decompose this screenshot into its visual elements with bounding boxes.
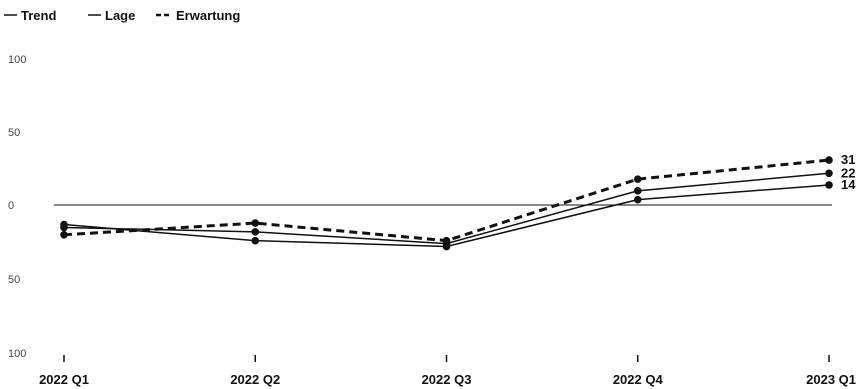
series-line-erwartung [63,158,830,243]
y-tick-label: 50 [8,127,20,139]
y-tick-label: 100 [8,348,26,360]
data-point-trend [825,169,833,178]
data-point-lage [442,242,451,251]
y-tick-label: 100 [8,54,26,66]
data-point-lage [825,181,833,189]
x-tick-label: 2022 Q2 [230,372,280,387]
data-point-erwartung [251,219,260,227]
y-tick-label: 50 [8,274,20,286]
legend-label-lage: Lage [105,8,135,23]
data-point-lage [60,220,68,229]
data-point-erwartung [442,236,451,245]
series-line-trend [63,172,830,245]
x-tick-label: 2022 Q3 [422,372,472,387]
x-tick-label: 2023 Q1 [806,372,856,387]
data-point-trend [251,228,260,236]
x-tick-label: 2022 Q1 [39,372,89,387]
data-point-erwartung [825,156,833,164]
data-point-erwartung [633,175,642,183]
end-value-label-erwartung: 31 [841,152,855,167]
end-value-label-lage: 14 [841,177,856,192]
legend-item-trend: Trend [4,8,56,23]
legend-item-lage: Lage [88,8,135,23]
x-tick-label: 2022 Q4 [613,372,664,387]
legend: Trend Lage Erwartung [4,8,240,23]
x-axis: 2022 Q1 2022 Q2 2022 Q3 2022 Q4 2023 Q1 [39,355,856,387]
data-point-erwartung [60,231,68,239]
y-axis-ticks: 100 50 0 50 100 [8,54,26,360]
data-point-trend [633,187,642,195]
end-value-label-trend: 22 [841,165,855,180]
legend-label-erwartung: Erwartung [176,8,240,23]
y-tick-label: 0 [8,200,14,212]
legend-label-trend: Trend [21,8,56,23]
legend-item-erwartung: Erwartung [156,8,240,23]
data-point-lage [251,236,260,245]
data-point-lage [633,195,642,204]
series-layer [60,156,833,251]
